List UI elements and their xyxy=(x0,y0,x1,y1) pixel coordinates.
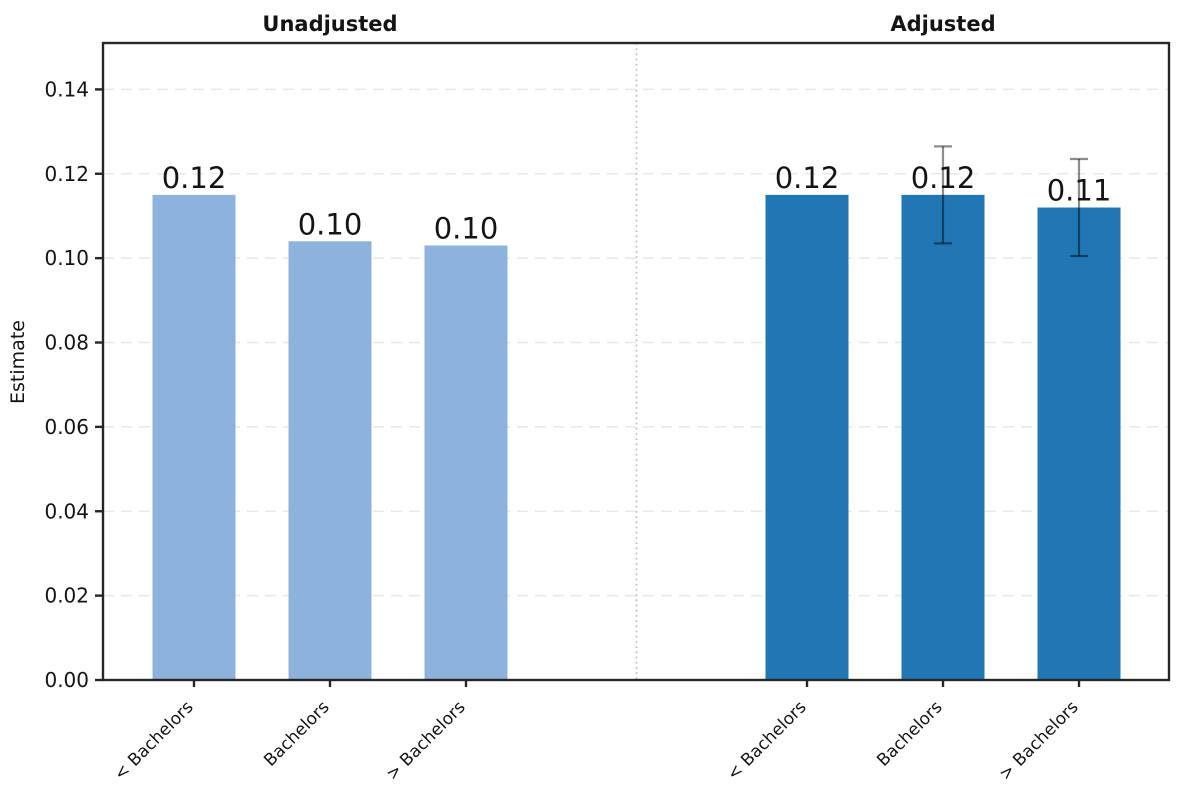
y-axis-label: Estimate xyxy=(7,320,29,404)
panel-title-unadjusted: Unadjusted xyxy=(262,12,397,36)
bar-value-label: 0.10 xyxy=(298,207,363,241)
bar-value-label: 0.10 xyxy=(434,211,499,245)
y-tick-label: 0.02 xyxy=(44,584,89,608)
y-tick-label: 0.00 xyxy=(44,668,89,692)
error-bar-adjusted-bachelors xyxy=(934,145,952,245)
bar-unadjusted-gt-bachelors xyxy=(424,245,508,681)
y-tick-label: 0.12 xyxy=(44,162,89,186)
x-tick-label: < Bachelors xyxy=(723,697,810,784)
bar-value-label: 0.12 xyxy=(775,161,840,195)
y-tick-label: 0.14 xyxy=(44,77,89,101)
y-tick-label: 0.08 xyxy=(44,331,89,355)
x-tick-label: > Bachelors xyxy=(995,697,1082,784)
bar-unadjusted-lt-bachelors xyxy=(152,194,236,680)
bar-unadjusted-bachelors xyxy=(288,241,372,680)
y-tick-label: 0.06 xyxy=(44,415,89,439)
bar-adjusted-lt-bachelors xyxy=(765,194,849,680)
y-tick-label: 0.10 xyxy=(44,246,89,270)
error-bar-adjusted-gt-bachelors xyxy=(1070,157,1088,258)
bar-adjusted-gt-bachelors xyxy=(1037,207,1121,680)
plot-frame xyxy=(101,41,1171,682)
x-tick-label: Bachelors xyxy=(873,697,946,770)
chart-plot-area: 0.12 0.10 0.10 < Bachelors Bachelors > Bachel… xyxy=(44,41,1171,785)
y-tick-label: 0.04 xyxy=(44,499,89,523)
bar-value-label: 0.12 xyxy=(911,161,976,195)
panel-title-adjusted: Adjusted xyxy=(890,12,995,36)
x-tick-label: Bachelors xyxy=(260,697,333,770)
x-tick-label: > Bachelors xyxy=(382,697,469,784)
bar-adjusted-bachelors xyxy=(901,194,985,680)
bar-value-label: 0.11 xyxy=(1047,174,1112,208)
bar-value-label: 0.12 xyxy=(162,161,227,195)
x-tick-label: < Bachelors xyxy=(110,697,197,784)
